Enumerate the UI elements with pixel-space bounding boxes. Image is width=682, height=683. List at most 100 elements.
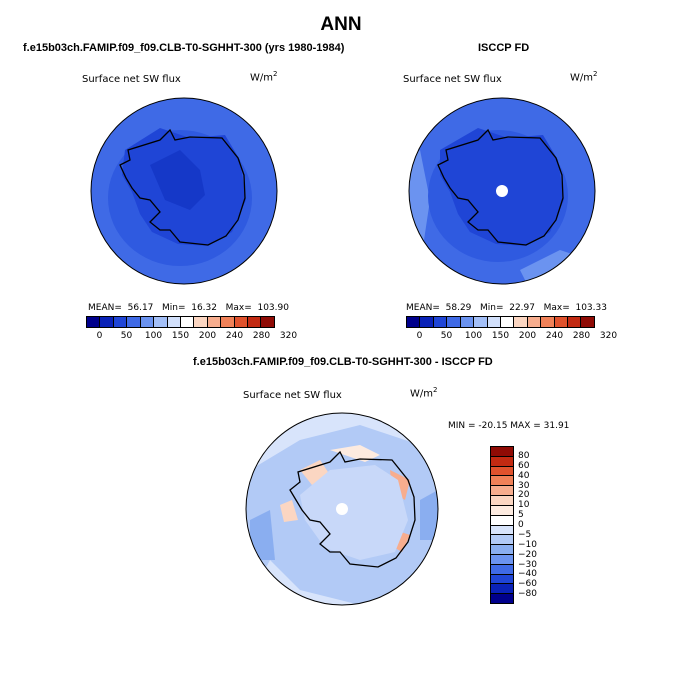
colorbar-tick-label: 50 [120, 331, 133, 341]
panel2-units: W/m2 [570, 70, 598, 84]
panel3-pole-hole [336, 503, 348, 515]
panel2-colorbar [406, 316, 595, 328]
colorbar-tick-label: 100 [144, 331, 163, 341]
panel2-field-label: Surface net SW flux [403, 74, 502, 85]
colorbar-swatch [580, 317, 594, 327]
colorbar-swatch [247, 317, 261, 327]
panel3-minmax: MIN = -20.15 MAX = 31.91 [448, 421, 570, 431]
colorbar-swatch [99, 317, 113, 327]
panel1-map-border [90, 97, 278, 285]
colorbar-tick-label: 0 [518, 520, 524, 530]
colorbar-swatch [459, 317, 474, 327]
colorbar-tick-label: −5 [518, 529, 532, 540]
panel2-map-border [408, 97, 596, 285]
colorbar-swatch [491, 524, 513, 535]
colorbar-tick-label: −80 [518, 589, 537, 600]
colorbar-tick-label: 30 [518, 480, 530, 491]
colorbar-tick-label: 150 [491, 331, 510, 341]
colorbar-tick-label: 20 [518, 490, 530, 501]
page-title: ANN [320, 14, 362, 35]
colorbar-swatch [491, 495, 513, 505]
colorbar-tick-label: 320 [279, 331, 298, 341]
panel3-colorbar-labels: 80 60 40 30 20 10 5 0 −5 −10 −20 −30 −40 −60 −80 [518, 446, 558, 604]
colorbar-swatch [491, 447, 513, 456]
colorbar-tick-label: −40 [518, 569, 537, 580]
colorbar-swatch [233, 317, 248, 327]
colorbar-swatch [491, 514, 513, 525]
panel3-units: W/m2 [410, 386, 438, 400]
colorbar-tick-label: 80 [518, 450, 530, 461]
colorbar-swatch [491, 563, 513, 574]
panel2-colorbar-ticks: 0 50 100 150 200 240 280 320 [406, 331, 617, 343]
panel1-coastline [119, 128, 246, 246]
colorbar-swatch [166, 317, 180, 327]
colorbar-swatch [553, 317, 568, 327]
colorbar-swatch [486, 317, 500, 327]
colorbar-tick-label: −60 [518, 579, 537, 590]
colorbar-swatch [87, 317, 100, 327]
panel3-field-label: Surface net SW flux [243, 390, 342, 401]
colorbar-tick-label: 50 [440, 331, 453, 341]
colorbar-swatch [260, 317, 274, 327]
colorbar-swatch [491, 544, 513, 554]
panel1-map-field [91, 98, 277, 284]
panel2-pole-hole [496, 185, 508, 197]
colorbar-swatch [153, 317, 167, 327]
colorbar-tick-label: 240 [545, 331, 564, 341]
colorbar-tick-label: 40 [518, 470, 530, 481]
panel2-coastline [437, 128, 564, 246]
colorbar-swatch [193, 317, 207, 327]
colorbar-swatch [491, 573, 513, 584]
colorbar-swatch [491, 504, 513, 515]
panel1-subtitle: f.e15b03ch.FAMIP.f09_f09.CLB-T0-SGHHT-30… [23, 42, 345, 54]
colorbar-swatch [540, 317, 554, 327]
colorbar-swatch [220, 317, 234, 327]
panel2-subtitle: ISCCP FD [478, 42, 530, 54]
panel1-field-label: Surface net SW flux [82, 74, 181, 85]
panel3-map-border [245, 412, 439, 606]
colorbar-swatch [491, 534, 513, 545]
colorbar-swatch [126, 317, 140, 327]
panel3-colorbar [490, 446, 514, 604]
colorbar-swatch [499, 317, 514, 327]
panel1-colorbar-ticks: 0 50 100 150 200 240 280 320 [86, 331, 297, 343]
colorbar-swatch [179, 317, 194, 327]
panel1-units: W/m2 [250, 70, 278, 84]
colorbar-tick-label: 0 [416, 331, 423, 341]
colorbar-tick-label: −10 [518, 539, 537, 550]
colorbar-tick-label: 10 [518, 500, 530, 511]
panel1-colorbar [86, 316, 275, 328]
colorbar-tick-label: 60 [518, 460, 530, 471]
colorbar-swatch [139, 317, 154, 327]
colorbar-tick-label: 5 [518, 510, 524, 521]
colorbar-tick-label: −30 [518, 559, 537, 570]
colorbar-swatch [491, 583, 513, 594]
colorbar-tick-label: 200 [518, 331, 537, 341]
panel3-subtitle: f.e15b03ch.FAMIP.f09_f09.CLB-T0-SGHHT-30… [193, 356, 493, 368]
colorbar-tick-label: 150 [171, 331, 190, 341]
colorbar-swatch [473, 317, 487, 327]
colorbar-swatch [526, 317, 541, 327]
colorbar-swatch [432, 317, 447, 327]
colorbar-swatch [567, 317, 581, 327]
colorbar-swatch [491, 553, 513, 564]
colorbar-tick-label: 240 [225, 331, 244, 341]
colorbar-tick-label: −20 [518, 549, 537, 560]
colorbar-tick-label: 200 [198, 331, 217, 341]
colorbar-tick-label: 280 [252, 331, 271, 341]
colorbar-swatch [513, 317, 527, 327]
colorbar-swatch [491, 455, 513, 466]
colorbar-swatch [419, 317, 433, 327]
colorbar-tick-label: 100 [464, 331, 483, 341]
colorbar-swatch [491, 465, 513, 476]
colorbar-tick-label: 280 [572, 331, 591, 341]
panel3-coastline [289, 450, 416, 568]
colorbar-swatch [446, 317, 460, 327]
panel1-stats: MEAN= 56.17 Min= 16.32 Max= 103.90 [88, 303, 289, 313]
colorbar-swatch [112, 317, 127, 327]
panel2-stats: MEAN= 58.29 Min= 22.97 Max= 103.33 [406, 303, 607, 313]
colorbar-swatch [407, 317, 420, 327]
colorbar-swatch [206, 317, 221, 327]
colorbar-swatch [491, 475, 513, 486]
